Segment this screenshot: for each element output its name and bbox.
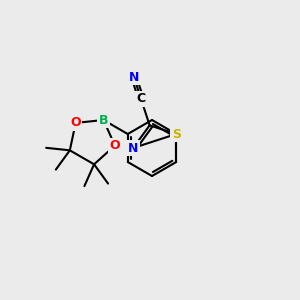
- Text: O: O: [70, 116, 81, 129]
- Text: O: O: [110, 139, 120, 152]
- Text: B: B: [99, 113, 108, 127]
- Text: N: N: [128, 142, 138, 154]
- Text: C: C: [136, 92, 146, 105]
- Text: S: S: [172, 128, 181, 140]
- Text: N: N: [129, 71, 139, 84]
